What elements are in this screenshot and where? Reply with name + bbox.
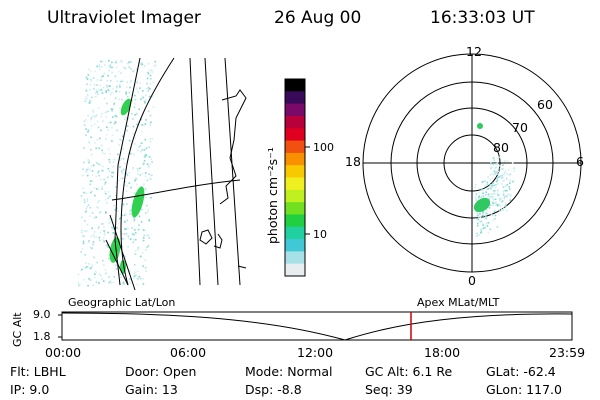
polar-aurora-speckle bbox=[474, 156, 516, 237]
geo-coord-label: Geographic Lat/Lon bbox=[68, 296, 176, 309]
mlt-label-0: 0 bbox=[468, 273, 476, 288]
mlt-label-18: 18 bbox=[345, 154, 361, 169]
lat-label-80: 80 bbox=[493, 140, 509, 155]
polar-plot bbox=[362, 53, 582, 273]
lat-label-60: 60 bbox=[537, 97, 553, 112]
lat-label-70: 70 bbox=[512, 120, 528, 135]
y-tick-9: 9.0 bbox=[33, 308, 51, 321]
time-tick-1200: 12:00 bbox=[297, 345, 334, 360]
gain-status: Gain: 13 bbox=[125, 382, 178, 397]
geographic-map bbox=[77, 57, 247, 291]
mode-status: Mode: Normal bbox=[245, 364, 333, 379]
mlt-label-12: 12 bbox=[466, 44, 482, 59]
ip-status: IP: 9.0 bbox=[10, 382, 50, 397]
time-tick-0600: 06:00 bbox=[170, 345, 207, 360]
gc-alt-axis-title: GC Alt bbox=[11, 312, 24, 347]
image-time: 16:33:03 UT bbox=[430, 8, 535, 28]
time-tick-0000: 00:00 bbox=[45, 345, 82, 360]
filter-status: Flt: LBHL bbox=[10, 364, 66, 379]
time-tick-2359: 23:59 bbox=[549, 345, 586, 360]
apex-coord-label: Apex MLat/MLT bbox=[417, 296, 500, 309]
color-scale-bar bbox=[284, 78, 310, 277]
colorbar-tick-10: 10 bbox=[313, 228, 327, 241]
glon-status: GLon: 117.0 bbox=[486, 382, 562, 397]
geo-grid-lines bbox=[105, 57, 241, 291]
geo-coastline bbox=[199, 89, 247, 269]
colorbar-unit-label: photon cm⁻²s⁻¹ bbox=[265, 147, 280, 244]
gc-alt-status: GC Alt: 6.1 Re bbox=[365, 364, 453, 379]
door-status: Door: Open bbox=[125, 364, 197, 379]
geo-aurora-speckle bbox=[77, 60, 157, 287]
image-date: 26 Aug 00 bbox=[274, 8, 362, 28]
time-tick-1800: 18:00 bbox=[424, 345, 461, 360]
orbit-timeline bbox=[58, 311, 573, 341]
colorbar-tick-100: 100 bbox=[313, 141, 334, 154]
mlt-label-6: 6 bbox=[576, 154, 584, 169]
glat-status: GLat: -62.4 bbox=[486, 364, 556, 379]
dsp-status: Dsp: -8.8 bbox=[245, 382, 302, 397]
seq-status: Seq: 39 bbox=[365, 382, 413, 397]
instrument-title: Ultraviolet Imager bbox=[47, 8, 201, 28]
y-tick-1-8: 1.8 bbox=[33, 330, 51, 343]
